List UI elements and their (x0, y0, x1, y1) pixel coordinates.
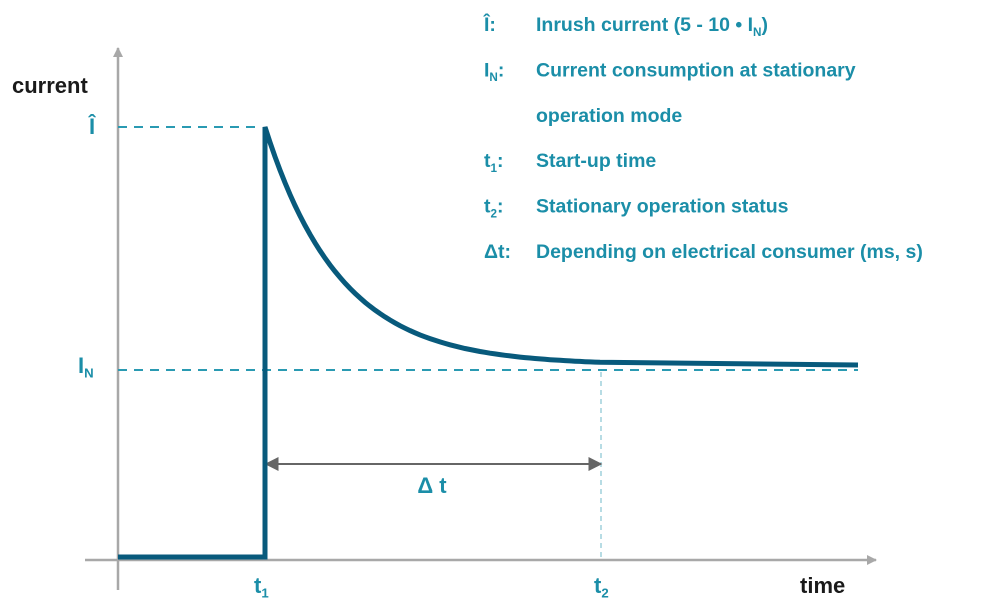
text-part: Stationary operation status (536, 196, 789, 218)
subscript: 1 (261, 586, 268, 601)
text-part: t (484, 150, 491, 172)
current-curve (118, 126, 859, 560)
nominal-label: IN (78, 353, 94, 381)
text-part: operation mode (536, 105, 682, 127)
legend-symbol: Î: (483, 12, 496, 36)
text-part: Î (88, 114, 96, 139)
t2-label: t2 (594, 573, 609, 601)
text-part: Current consumption at stationary (536, 60, 856, 82)
legend-text: Inrush current (5 - 10 • IN) (536, 14, 768, 39)
text-part: ) (762, 14, 769, 36)
text-part: : (498, 60, 505, 82)
legend-text: Depending on electrical consumer (ms, s) (536, 241, 923, 263)
legend-text: Current consumption at stationary (536, 60, 856, 82)
legend-symbol: IN: (484, 60, 504, 85)
text-part: t (254, 573, 262, 598)
subscript: 1 (491, 162, 498, 175)
text-part: t (594, 573, 602, 598)
legend-text: operation mode (536, 105, 682, 127)
subscript: 2 (601, 586, 608, 601)
text-part: Inrush current (5 - 10 • I (536, 14, 753, 36)
legend-symbol: t2: (484, 196, 504, 221)
text-part: current (12, 73, 88, 98)
t1-label: t1 (254, 573, 269, 601)
legend-symbol: t1: (484, 150, 504, 175)
text-part: I (78, 353, 84, 378)
text-part: Δ t (417, 473, 447, 498)
y-axis-label: current (12, 73, 88, 98)
interval-label: Δ t (417, 473, 447, 498)
peak-label: Î (88, 114, 96, 139)
text-part: time (800, 573, 845, 598)
text-part: : (497, 150, 504, 172)
subscript: N (753, 26, 761, 39)
text-part: Start-up time (536, 150, 656, 172)
text-part: t (484, 196, 491, 218)
legend-text: Stationary operation status (536, 196, 789, 218)
text-part: Î: (483, 12, 496, 36)
legend-symbol: Δt: (484, 241, 511, 263)
x-axis-label: time (800, 573, 845, 598)
text-part: Δt: (484, 241, 511, 263)
subscript: N (84, 366, 94, 381)
text-part: : (497, 196, 504, 218)
text-part: I (484, 60, 489, 82)
text-part: Depending on electrical consumer (ms, s) (536, 241, 923, 263)
legend-text: Start-up time (536, 150, 656, 172)
subscript: N (489, 71, 497, 84)
subscript: 2 (491, 208, 498, 221)
